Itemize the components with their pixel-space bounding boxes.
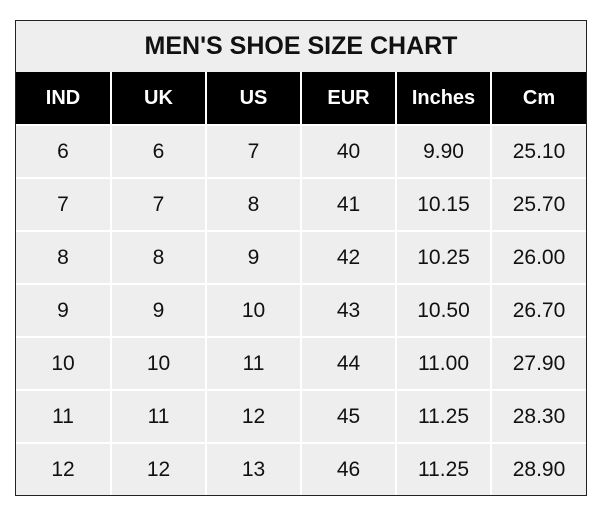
cell-ind: 10 xyxy=(16,336,111,390)
cell-inches: 10.15 xyxy=(395,177,491,231)
cell-ind: 8 xyxy=(16,230,111,284)
cell-cm: 25.10 xyxy=(490,124,586,178)
cell-inches: 10.25 xyxy=(395,230,491,284)
cell-us: 10 xyxy=(205,283,301,337)
cell-cm: 28.30 xyxy=(490,389,586,443)
table-row: 7 7 8 41 10.15 25.70 xyxy=(16,177,586,231)
column-header-cm: Cm xyxy=(490,72,586,125)
cell-cm: 26.70 xyxy=(490,283,586,337)
cell-inches: 10.50 xyxy=(395,283,491,337)
table-row: 11 11 12 45 11.25 28.30 xyxy=(16,389,586,443)
cell-eur: 43 xyxy=(300,283,396,337)
cell-ind: 11 xyxy=(16,389,111,443)
column-header-inches: Inches xyxy=(395,72,491,125)
column-header-ind: IND xyxy=(16,72,111,125)
cell-eur: 42 xyxy=(300,230,396,284)
table-row: 12 12 13 46 11.25 28.90 xyxy=(16,442,586,495)
cell-uk: 6 xyxy=(110,124,206,178)
table-row: 8 8 9 42 10.25 26.00 xyxy=(16,230,586,284)
cell-eur: 41 xyxy=(300,177,396,231)
cell-us: 8 xyxy=(205,177,301,231)
cell-inches: 11.00 xyxy=(395,336,491,390)
cell-us: 9 xyxy=(205,230,301,284)
table-row: 9 9 10 43 10.50 26.70 xyxy=(16,283,586,337)
cell-eur: 46 xyxy=(300,442,396,495)
cell-us: 7 xyxy=(205,124,301,178)
cell-eur: 44 xyxy=(300,336,396,390)
cell-inches: 9.90 xyxy=(395,124,491,178)
cell-uk: 8 xyxy=(110,230,206,284)
size-table: IND UK US EUR Inches Cm 6 6 7 40 9.90 25.10 7 7 8 41 10… xyxy=(16,72,586,495)
cell-us: 11 xyxy=(205,336,301,390)
cell-inches: 11.25 xyxy=(395,442,491,495)
cell-ind: 9 xyxy=(16,283,111,337)
cell-uk: 11 xyxy=(110,389,206,443)
cell-ind: 7 xyxy=(16,177,111,231)
cell-uk: 9 xyxy=(110,283,206,337)
table-row: 10 10 11 44 11.00 27.90 xyxy=(16,336,586,390)
cell-inches: 11.25 xyxy=(395,389,491,443)
header-row: IND UK US EUR Inches Cm xyxy=(16,72,586,125)
cell-ind: 12 xyxy=(16,442,111,495)
chart-title: MEN'S SHOE SIZE CHART xyxy=(16,21,586,72)
column-header-eur: EUR xyxy=(300,72,396,125)
cell-cm: 26.00 xyxy=(490,230,586,284)
cell-eur: 40 xyxy=(300,124,396,178)
cell-us: 13 xyxy=(205,442,301,495)
cell-cm: 28.90 xyxy=(490,442,586,495)
cell-cm: 25.70 xyxy=(490,177,586,231)
column-header-us: US xyxy=(205,72,301,125)
column-header-uk: UK xyxy=(110,72,206,125)
table-row: 6 6 7 40 9.90 25.10 xyxy=(16,124,586,178)
cell-uk: 12 xyxy=(110,442,206,495)
cell-cm: 27.90 xyxy=(490,336,586,390)
cell-uk: 10 xyxy=(110,336,206,390)
cell-us: 12 xyxy=(205,389,301,443)
cell-eur: 45 xyxy=(300,389,396,443)
cell-uk: 7 xyxy=(110,177,206,231)
size-chart: MEN'S SHOE SIZE CHART IND UK US EUR Inches Cm… xyxy=(15,20,587,496)
cell-ind: 6 xyxy=(16,124,111,178)
